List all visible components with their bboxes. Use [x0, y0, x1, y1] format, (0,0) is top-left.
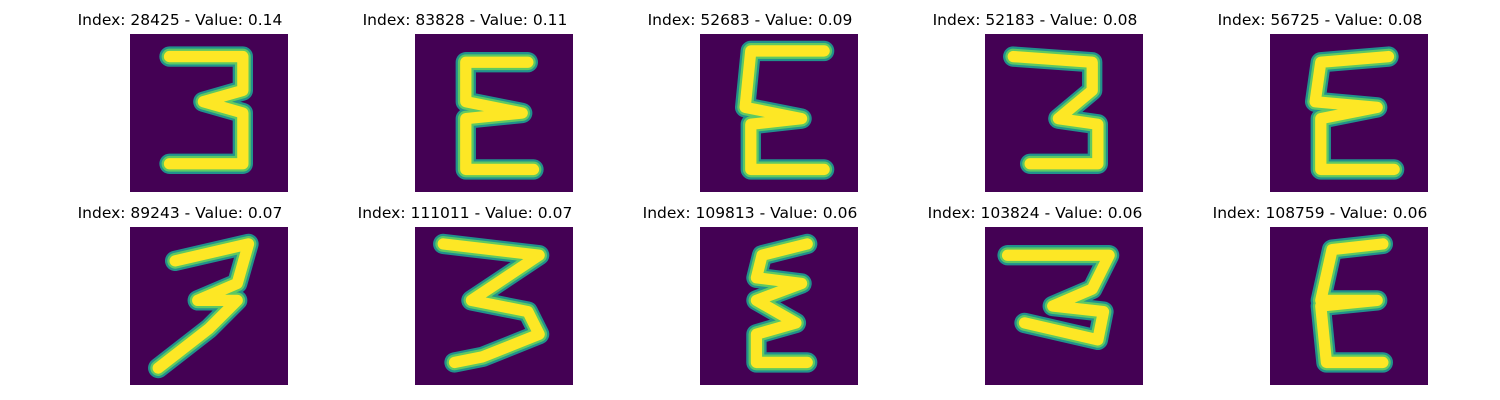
digit-image: [985, 227, 1143, 385]
panel-6: Index: 89243 - Value: 0.07: [30, 193, 330, 385]
digit-image: [130, 34, 288, 192]
panel-8: Index: 109813 - Value: 0.06: [600, 193, 900, 385]
digit-image: [985, 34, 1143, 192]
digit-image: [1270, 34, 1428, 192]
digit-image: [415, 34, 573, 192]
panel-4: Index: 52183 - Value: 0.08: [885, 0, 1185, 192]
digit-image: [415, 227, 573, 385]
panel-9: Index: 103824 - Value: 0.06: [885, 193, 1185, 385]
digit-image: [700, 34, 858, 192]
panel-title: Index: 52683 - Value: 0.09: [647, 11, 853, 29]
digit-image: [985, 227, 1143, 385]
panel-10: Index: 108759 - Value: 0.06: [1170, 193, 1470, 385]
panel-title: Index: 109813 - Value: 0.06: [642, 204, 858, 222]
digit-image: [130, 227, 288, 385]
panel-title: Index: 89243 - Value: 0.07: [77, 204, 283, 222]
digit-image: [415, 227, 573, 385]
panel-title: Index: 108759 - Value: 0.06: [1212, 204, 1428, 222]
digit-image: [700, 227, 858, 385]
panel-title: Index: 28425 - Value: 0.14: [77, 11, 283, 29]
panel-title: Index: 83828 - Value: 0.11: [362, 11, 568, 29]
digit-image: [985, 34, 1143, 192]
panel-1: Index: 28425 - Value: 0.14: [30, 0, 330, 192]
digit-image: [700, 34, 858, 192]
digit-image: [130, 227, 288, 385]
panel-title: Index: 52183 - Value: 0.08: [932, 11, 1138, 29]
panel-title: Index: 56725 - Value: 0.08: [1217, 11, 1423, 29]
panel-3: Index: 52683 - Value: 0.09: [600, 0, 900, 192]
digit-image: [700, 227, 858, 385]
panel-2: Index: 83828 - Value: 0.11: [315, 0, 615, 192]
digit-image: [415, 34, 573, 192]
digit-image: [1270, 227, 1428, 385]
panel-title: Index: 103824 - Value: 0.06: [927, 204, 1143, 222]
digit-image: [130, 34, 288, 192]
panel-title: Index: 111011 - Value: 0.07: [357, 204, 573, 222]
panel-7: Index: 111011 - Value: 0.07: [315, 193, 615, 385]
digit-image: [1270, 34, 1428, 192]
digit-image: [1270, 227, 1428, 385]
panel-5: Index: 56725 - Value: 0.08: [1170, 0, 1470, 192]
